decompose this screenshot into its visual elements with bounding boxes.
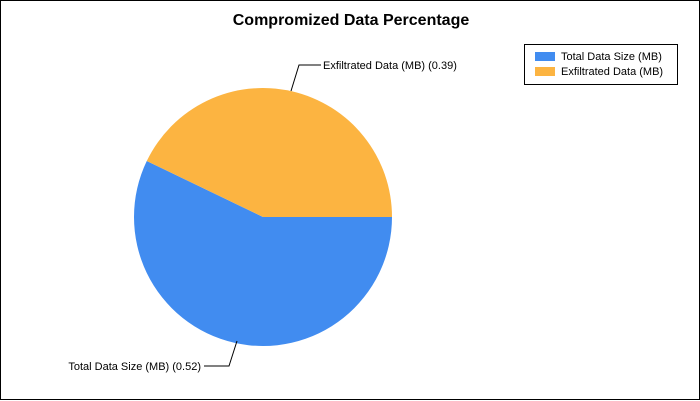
data-label-total-data-size: Total Data Size (MB) (0.52) (68, 361, 201, 373)
legend-label-exfiltrated-data: Exfiltrated Data (MB) (561, 65, 664, 78)
pie-slice-total-data-size (133, 161, 392, 346)
legend-swatch-exfiltrated-data (535, 67, 555, 76)
chart-title: Compromized Data Percentage (232, 12, 470, 29)
data-label-exfiltrated-data: Exfiltrated Data (MB) (0.39) (323, 60, 457, 72)
chart-legend: Total Data Size (MB) Exfiltrated Data (M… (524, 44, 678, 85)
legend-item-total-data-size: Total Data Size (MB) (535, 50, 662, 63)
leader-line-exfiltrated-data (290, 64, 321, 92)
legend-label-total-data-size: Total Data Size (MB) (561, 50, 662, 63)
legend-swatch-total-data-size (535, 52, 555, 61)
legend-item-exfiltrated-data: Exfiltrated Data (MB) (535, 65, 663, 78)
leader-line-total-data-size (204, 340, 238, 367)
pie-slice-exfiltrated-data (146, 87, 392, 217)
